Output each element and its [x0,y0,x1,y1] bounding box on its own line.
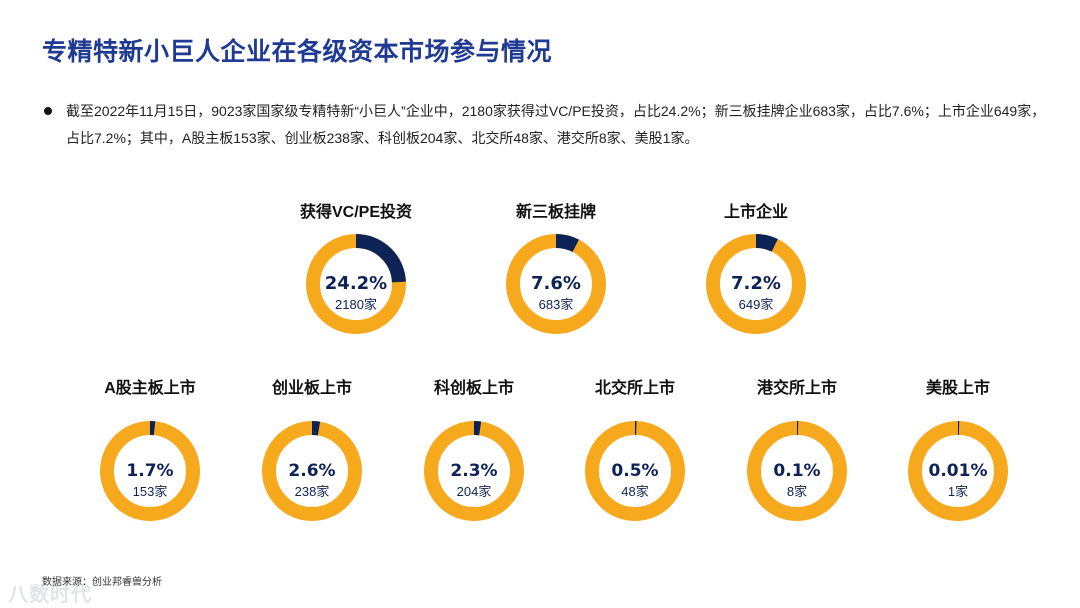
donut-label: 上市企业 [723,204,788,221]
donut-count-label: 48家 [621,484,648,499]
donut-count-label: 238家 [295,484,330,499]
donut-share-arc [306,234,406,334]
donut-label: 新三板挂牌 [515,204,596,221]
donut-svg: 0.5% 48家 [585,421,685,521]
donut-label: 美股上市 [925,380,990,397]
donut-count-label: 1家 [948,484,968,499]
donut-svg: 0.01% 1家 [908,421,1008,521]
donut-percent-label: 2.6% [288,461,335,481]
donut-share-arc [100,421,200,521]
donut-share-arc [585,421,685,521]
donut-count-label: 683家 [539,297,574,312]
summary-text: 截至2022年11月15日，9023家国家级专精特新“小巨人”企业中，2180家… [66,103,1046,146]
data-source-note: 数据来源：创业邦睿兽分析 [42,577,162,588]
donut-percent-label: 1.7% [126,461,173,481]
donut-label: 获得VC/PE投资 [299,204,413,221]
watermark-logo: 八数时代 [8,584,92,606]
donut-count-label: 8家 [787,484,807,499]
donut-share-arc [262,421,362,521]
donut-svg: 1.7% 153家 [100,421,200,521]
donut-label: 科创板上市 [433,380,514,397]
donut-percent-label: 0.5% [611,461,658,481]
donut-percent-label: 7.6% [531,273,581,294]
summary-bullet: 截至2022年11月15日，9023家国家级专精特新“小巨人”企业中，2180家… [44,98,1054,152]
donut-share-arc [424,421,524,521]
donut-svg: 0.1% 8家 [747,421,847,521]
page-title: 专精特新小巨人企业在各级资本市场参与情况 [42,38,553,66]
donut-svg: 7.6% 683家 [506,234,606,334]
donut-share-arc [506,234,606,334]
donut-percent-label: 7.2% [731,273,781,294]
donut-count-label: 204家 [457,484,492,499]
donut-svg: 2.6% 238家 [262,421,362,521]
donut-svg: 2.3% 204家 [424,421,524,521]
donut-count-label: 153家 [133,484,168,499]
donut-percent-label: 0.01% [929,461,988,481]
donut-count-label: 2180家 [335,297,377,312]
donut-share-arc [706,234,806,334]
donut-label: 创业板上市 [271,380,352,397]
bullet-dot [44,107,52,115]
donut-percent-label: 24.2% [325,273,387,294]
donut-label: 北交所上市 [594,380,675,397]
donut-svg: 7.2% 649家 [706,234,806,334]
donut-label: A股主板上市 [104,380,196,397]
donut-share-arc [908,421,1008,521]
donut-svg: 24.2% 2180家 [306,234,406,334]
donut-percent-label: 0.1% [773,461,820,481]
donut-share-arc [747,421,847,521]
donut-percent-label: 2.3% [450,461,497,481]
donut-count-label: 649家 [739,297,774,312]
donut-label: 港交所上市 [756,380,837,397]
